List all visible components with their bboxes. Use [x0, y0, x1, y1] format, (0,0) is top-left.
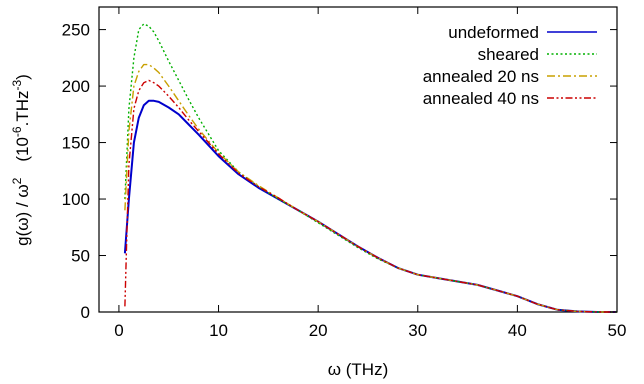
- x-tick-label-2: 20: [309, 321, 328, 340]
- legend-label-2: annealed 20 ns: [423, 67, 539, 86]
- y-tick-label-2: 100: [62, 190, 90, 209]
- y-tick-label-4: 200: [62, 77, 90, 96]
- x-tick-label-4: 40: [508, 321, 527, 340]
- x-tick-label-3: 30: [408, 321, 427, 340]
- legend-label-0: undeformed: [448, 23, 539, 42]
- legend-label-3: annealed 40 ns: [423, 89, 539, 108]
- y-tick-label-5: 250: [62, 21, 90, 40]
- series-line-2: [124, 63, 617, 313]
- series-layer: [123, 23, 617, 313]
- y-tick-label-1: 50: [71, 247, 90, 266]
- series-line-3: [124, 79, 617, 313]
- plot-frame: [98, 6, 618, 313]
- x-tick-label-0: 0: [114, 321, 123, 340]
- legend-label-1: sheared: [478, 45, 539, 64]
- series-line-0: [123, 99, 617, 313]
- y-axis-label: g(ω) / ω2(10-6.THz-3): [10, 74, 32, 246]
- legend: undeformed sheared annealed 20 ns annealed …: [423, 23, 597, 108]
- tick-layer: 0 10 20 30 40 50 0 50 100 150 200 250: [62, 7, 627, 340]
- y-tick-label-3: 150: [62, 134, 90, 153]
- x-tick-label-1: 10: [209, 321, 228, 340]
- y-tick-label-0: 0: [81, 303, 90, 322]
- series-line-1: [124, 23, 617, 313]
- x-axis-label: ω (THz): [328, 360, 388, 379]
- x-tick-label-5: 50: [608, 321, 627, 340]
